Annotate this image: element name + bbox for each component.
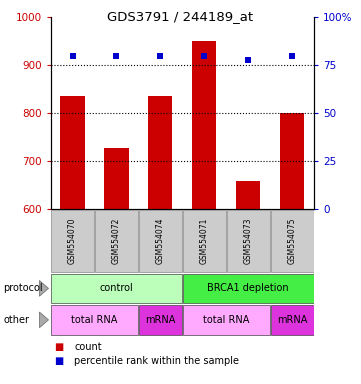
Bar <box>60 96 84 209</box>
Point <box>245 56 251 63</box>
Text: count: count <box>74 342 102 352</box>
Point <box>289 53 295 59</box>
Bar <box>271 210 314 272</box>
Bar <box>148 96 173 209</box>
Text: total RNA: total RNA <box>71 315 118 325</box>
Bar <box>104 148 129 209</box>
Text: percentile rank within the sample: percentile rank within the sample <box>74 356 239 366</box>
Bar <box>139 305 182 335</box>
Text: protocol: protocol <box>4 283 43 293</box>
Bar <box>51 305 138 335</box>
Bar <box>139 210 182 272</box>
Bar <box>51 210 94 272</box>
Text: mRNA: mRNA <box>145 315 175 325</box>
Text: GSM554071: GSM554071 <box>200 218 209 264</box>
Text: GSM554070: GSM554070 <box>68 218 77 264</box>
Text: total RNA: total RNA <box>203 315 249 325</box>
Text: GSM554073: GSM554073 <box>244 218 253 264</box>
Text: ■: ■ <box>54 342 64 352</box>
Text: ■: ■ <box>54 356 64 366</box>
Bar <box>95 210 138 272</box>
Text: GDS3791 / 244189_at: GDS3791 / 244189_at <box>108 10 253 23</box>
Text: GSM554074: GSM554074 <box>156 218 165 264</box>
Text: GSM554075: GSM554075 <box>288 218 297 264</box>
Bar <box>280 113 304 209</box>
Bar <box>183 305 270 335</box>
Bar <box>227 210 270 272</box>
Polygon shape <box>39 312 48 328</box>
Text: GSM554072: GSM554072 <box>112 218 121 264</box>
Text: mRNA: mRNA <box>277 315 307 325</box>
Bar <box>192 41 216 209</box>
Text: control: control <box>100 283 133 293</box>
Bar <box>183 210 226 272</box>
Bar <box>271 305 314 335</box>
Text: other: other <box>4 315 30 325</box>
Polygon shape <box>39 280 48 296</box>
Point <box>70 53 75 59</box>
Point <box>157 53 163 59</box>
Bar <box>51 273 182 303</box>
Text: BRCA1 depletion: BRCA1 depletion <box>207 283 289 293</box>
Bar <box>183 273 314 303</box>
Point <box>113 53 119 59</box>
Bar <box>236 182 260 209</box>
Point <box>201 53 207 59</box>
